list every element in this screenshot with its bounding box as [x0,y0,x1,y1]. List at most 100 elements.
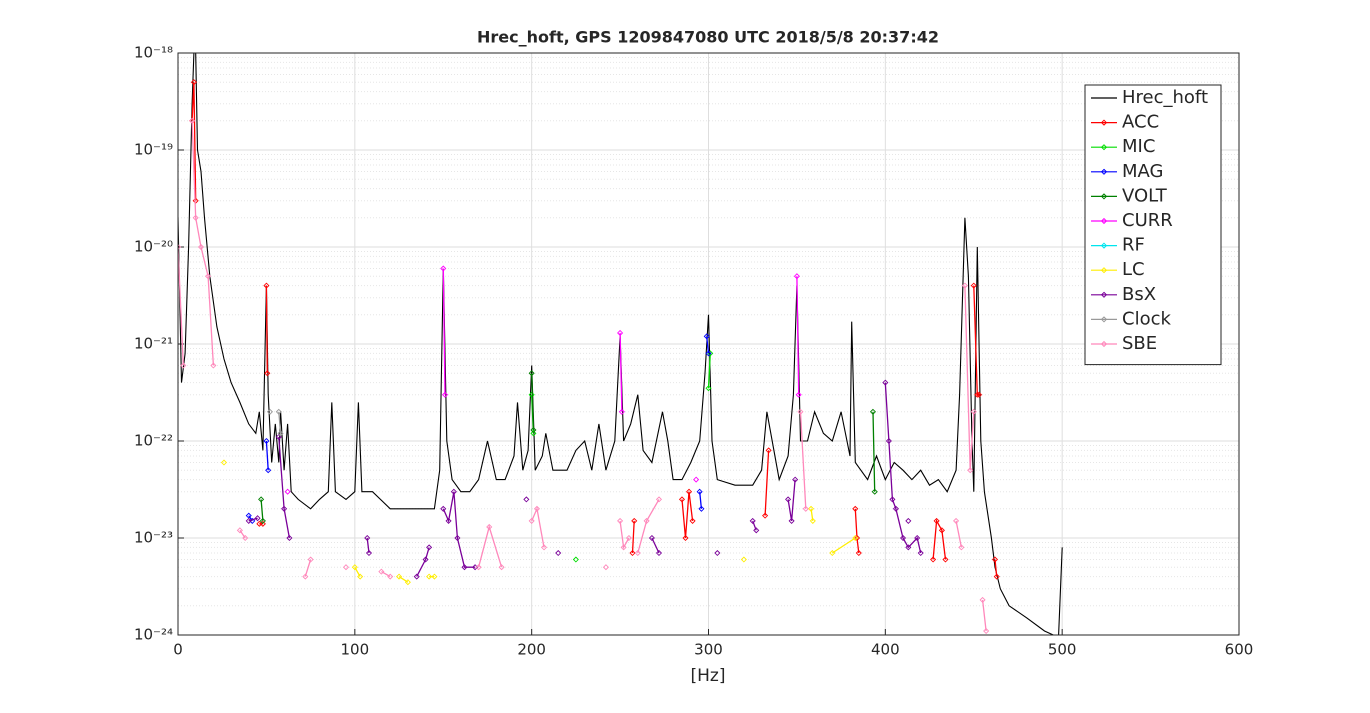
legend-label: Hrec_hoft [1122,87,1208,108]
x-tick-label: 300 [694,641,723,659]
legend-marker [1100,193,1108,200]
series-line [178,120,987,632]
marker [245,517,252,524]
y-tick-label: 10⁻²³ [134,529,173,547]
series-line [178,52,1063,635]
marker [983,627,990,635]
marker [277,430,284,437]
legend-marker [1100,340,1108,348]
legend-label: LC [1122,259,1145,280]
marker [905,517,912,524]
marker [686,488,693,495]
marker [967,467,974,474]
chart-title: Hrec_hoft, GPS 1209847080 UTC 2018/5/8 2… [477,28,939,47]
marker [426,544,433,551]
marker [445,517,452,524]
marker [974,391,981,398]
series-line [248,382,922,577]
marker [275,408,282,415]
marker [749,517,756,524]
marker [263,437,270,445]
marker [530,430,537,437]
marker [178,243,182,251]
marker [602,564,609,571]
marker [958,544,965,551]
x-tick-label: 0 [173,641,183,659]
series-line [260,373,876,521]
marker [631,517,638,524]
marker [678,496,686,503]
legend-label: BsX [1122,284,1156,305]
marker [785,496,792,503]
marker [396,573,403,580]
marker [387,573,394,580]
marker [533,505,541,512]
legend-marker [1100,168,1108,175]
marker [264,370,271,377]
marker [426,573,433,580]
marker [698,505,705,512]
marker [970,282,977,289]
marker [302,573,309,580]
marker [210,362,217,369]
marker [281,505,288,512]
marker [572,556,579,563]
marker [541,544,548,551]
marker [617,517,624,524]
marker [242,534,249,542]
marker [970,408,977,415]
marker [655,549,663,557]
marker [189,117,196,124]
marker [892,505,899,512]
marker [365,549,373,557]
marker [976,391,983,398]
legend-label: MAG [1122,161,1163,182]
marker [258,496,265,503]
legend-label: ACC [1122,112,1159,133]
marker [855,549,862,557]
marker [869,408,876,415]
marker [852,534,859,542]
marker [788,517,795,524]
marker [265,467,272,474]
marker [530,426,537,433]
marker [263,282,270,289]
marker [762,512,769,519]
marker [854,534,861,542]
marker [450,488,457,495]
marker [351,564,358,571]
legend-box [1084,84,1222,366]
legend-label: MIC [1122,136,1155,157]
marker [882,379,889,386]
marker [413,573,420,580]
marker [655,496,663,503]
x-tick-label: 600 [1225,641,1254,659]
marker [454,534,461,542]
marker [714,549,721,557]
plot-frame [177,52,1240,636]
marker [192,214,199,221]
marker [364,534,371,542]
marker [634,549,641,557]
marker [440,265,447,272]
legend-marker [1100,267,1108,274]
legend-label: VOLT [1122,185,1168,206]
marker [993,573,1000,580]
marker [254,515,261,522]
marker [705,385,712,392]
marker [682,534,689,542]
marker [342,564,350,571]
marker [475,564,482,571]
marker [648,534,655,542]
x-tick-label: 400 [871,641,900,659]
marker [461,564,468,571]
marker [740,556,747,563]
marker [284,488,291,495]
marker [378,568,385,575]
marker [620,544,627,551]
x-axis-label: [Hz] [691,666,726,686]
marker [190,79,197,86]
y-tick-label: 10⁻¹⁸ [134,44,173,62]
marker [797,408,804,415]
